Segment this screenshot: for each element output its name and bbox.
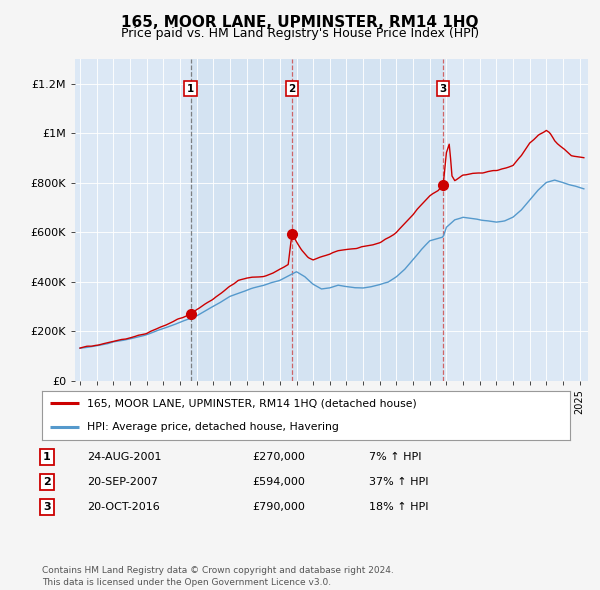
Text: Contains HM Land Registry data © Crown copyright and database right 2024.
This d: Contains HM Land Registry data © Crown c…: [42, 566, 394, 587]
Text: £594,000: £594,000: [252, 477, 305, 487]
Text: Price paid vs. HM Land Registry's House Price Index (HPI): Price paid vs. HM Land Registry's House …: [121, 27, 479, 40]
Text: 3: 3: [43, 502, 50, 512]
Text: 1: 1: [43, 453, 50, 462]
Text: HPI: Average price, detached house, Havering: HPI: Average price, detached house, Have…: [87, 422, 339, 432]
Text: 18% ↑ HPI: 18% ↑ HPI: [369, 502, 428, 512]
Text: 165, MOOR LANE, UPMINSTER, RM14 1HQ: 165, MOOR LANE, UPMINSTER, RM14 1HQ: [121, 15, 479, 30]
Text: 37% ↑ HPI: 37% ↑ HPI: [369, 477, 428, 487]
Text: £790,000: £790,000: [252, 502, 305, 512]
Text: 7% ↑ HPI: 7% ↑ HPI: [369, 453, 421, 462]
Text: 2: 2: [288, 84, 296, 94]
Text: 2: 2: [43, 477, 50, 487]
Bar: [191, 59, 443, 381]
Text: 20-SEP-2007: 20-SEP-2007: [87, 477, 158, 487]
Text: 20-OCT-2016: 20-OCT-2016: [87, 502, 160, 512]
Text: 1: 1: [187, 84, 194, 94]
Text: £270,000: £270,000: [252, 453, 305, 462]
Text: 24-AUG-2001: 24-AUG-2001: [87, 453, 161, 462]
Text: 3: 3: [440, 84, 447, 94]
Text: 165, MOOR LANE, UPMINSTER, RM14 1HQ (detached house): 165, MOOR LANE, UPMINSTER, RM14 1HQ (det…: [87, 398, 416, 408]
